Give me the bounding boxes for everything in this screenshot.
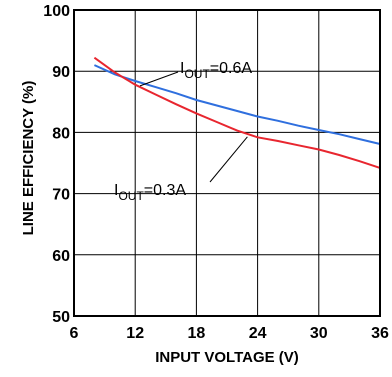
annotation-main: I <box>180 60 184 77</box>
annotation-leader-0.6a <box>139 71 179 87</box>
x-tick-label: 30 <box>310 325 328 342</box>
y-tick-label: 90 <box>52 64 70 81</box>
y-tick-label: 100 <box>43 3 70 20</box>
y-axis-label: LINE EFFICIENCY (%) <box>20 81 37 236</box>
x-tick-label: 12 <box>126 325 144 342</box>
y-tick-label: 80 <box>52 125 70 142</box>
series-line-iout-0.6a <box>93 64 381 145</box>
y-tick-label: 60 <box>52 248 70 265</box>
plot-frame <box>73 9 381 317</box>
series-layer <box>93 56 381 169</box>
annotation-iout-0.3a: IOUT=0.3A <box>114 182 186 203</box>
annotation-main: I <box>114 182 118 199</box>
x-tick-label: 24 <box>249 325 267 342</box>
grid <box>74 10 380 316</box>
x-tick-label: 36 <box>371 325 389 342</box>
annotation-subscript: OUT <box>118 189 144 203</box>
annotation-iout-0.6a: IOUT=0.6A <box>180 60 252 81</box>
y-tick-label: 50 <box>52 309 70 326</box>
x-tick-label: 18 <box>188 325 206 342</box>
annotation-rest: =0.6A <box>210 60 253 77</box>
y-tick-label: 70 <box>52 187 70 204</box>
annotation-leader-0.3a <box>209 136 248 183</box>
x-axis-label: INPUT VOLTAGE (V) <box>155 349 299 366</box>
series-line-iout-0.3a <box>93 56 381 169</box>
annotation-subscript: OUT <box>184 67 210 81</box>
annotation-rest: =0.3A <box>144 182 187 199</box>
x-tick-label: 6 <box>70 325 79 342</box>
tick-labels: 6 12 18 24 30 36 50 60 70 80 90 100 <box>43 3 389 342</box>
